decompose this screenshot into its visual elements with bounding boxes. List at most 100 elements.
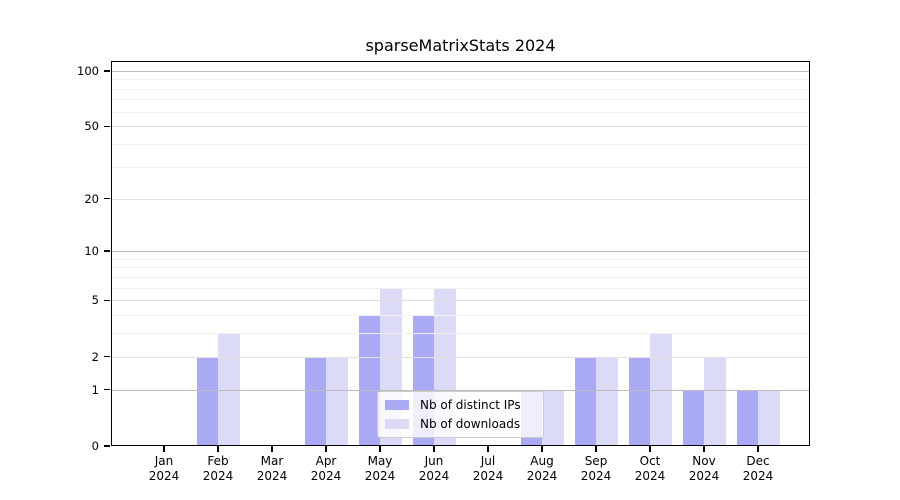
x-tick-year: 2024 [742, 469, 774, 483]
gridline-minor-4 [111, 315, 810, 317]
x-tick-month: Mar [260, 454, 284, 468]
y-tick-0 [104, 445, 110, 447]
gridline-100 [111, 70, 810, 72]
x-tick-month: Sep [584, 454, 608, 468]
y-tick-100 [104, 70, 110, 72]
x-tick-label-jun: Jun 2024 [402, 454, 466, 484]
x-tick-year: 2024 [634, 469, 666, 483]
bar-aug-downloads [542, 389, 564, 446]
x-tick-label-apr: Apr 2024 [294, 454, 358, 484]
x-tick-dec [757, 446, 759, 452]
gridline-minor-40 [111, 144, 810, 146]
x-tick-sep [595, 446, 597, 452]
x-tick-month: Apr [315, 454, 337, 468]
x-tick-year: 2024 [310, 469, 342, 483]
x-tick-month: Jun [424, 454, 444, 468]
legend-item-downloads: Nb of downloads [385, 415, 535, 434]
plot-area: 0 1 2 5 10 20 50 100 Jan 2024 Feb 2024 Mar 2024 Apr 202… [77, 61, 810, 483]
x-tick-month: Dec [746, 454, 770, 468]
y-tick-label-10: 10 [84, 244, 99, 259]
bar-oct-downloads [650, 333, 672, 446]
bar-dec-distinct-ips [736, 389, 758, 446]
y-tick-10 [104, 250, 110, 252]
y-tick-label-2: 2 [91, 349, 99, 364]
x-tick-label-feb: Feb 2024 [186, 454, 250, 484]
x-tick-mar [271, 446, 273, 452]
bar-sep-distinct-ips [574, 356, 596, 446]
x-tick-label-may: May 2024 [348, 454, 412, 484]
bar-sep-downloads [596, 356, 618, 446]
x-tick-year: 2024 [202, 469, 234, 483]
chart-title: sparseMatrixStats 2024 [365, 36, 556, 55]
bar-oct-distinct-ips [628, 356, 650, 446]
legend: Nb of distinct IPs Nb of downloads [377, 391, 544, 438]
x-tick-year: 2024 [256, 469, 288, 483]
gridline-50 [111, 126, 810, 128]
legend-swatch-downloads [385, 418, 409, 429]
gridline-minor-30 [111, 166, 810, 168]
y-tick-label-0: 0 [91, 439, 99, 453]
bar-feb-downloads [218, 333, 240, 446]
legend-label-downloads: Nb of downloads [420, 416, 521, 431]
x-tick-label-aug: Aug 2024 [510, 454, 574, 484]
x-tick-month: Aug [530, 454, 554, 468]
legend-swatch-distinct-ips [385, 400, 409, 411]
x-tick-label-jul: Jul 2024 [456, 454, 520, 484]
y-tick-50 [104, 125, 110, 128]
x-tick-jun [433, 446, 435, 452]
gridline-20 [111, 198, 810, 200]
x-tick-label-nov: Nov 2024 [672, 454, 736, 484]
x-tick-label-mar: Mar 2024 [240, 454, 304, 484]
x-tick-may [379, 446, 381, 452]
gridline-minor-70 [111, 99, 810, 101]
x-tick-label-jan: Jan 2024 [132, 454, 196, 484]
x-tick-year: 2024 [580, 469, 612, 483]
legend-item-distinct-ips: Nb of distinct IPs [385, 396, 535, 415]
y-tick-1 [104, 388, 110, 391]
bar-dec-downloads [758, 389, 780, 446]
legend-label-distinct-ips: Nb of distinct IPs [420, 398, 521, 413]
x-tick-aug [541, 446, 543, 452]
x-tick-month: Jul [480, 454, 496, 468]
y-tick-20 [104, 197, 110, 200]
bar-feb-distinct-ips [196, 356, 218, 446]
x-tick-oct [649, 446, 651, 452]
x-tick-year: 2024 [148, 469, 180, 483]
bar-apr-downloads [326, 356, 348, 446]
bar-may-distinct-ips [358, 315, 380, 446]
gridline-minor-8 [111, 267, 810, 269]
x-tick-jul [487, 446, 489, 452]
y-tick-label-1: 1 [91, 382, 99, 397]
x-tick-month: May [367, 454, 393, 468]
y-tick-label-100: 100 [77, 63, 99, 78]
x-tick-jan [163, 446, 165, 452]
x-tick-label-dec: Dec 2024 [726, 454, 790, 484]
y-tick-5 [104, 299, 110, 302]
x-tick-year: 2024 [472, 469, 504, 483]
x-tick-year: 2024 [418, 469, 450, 483]
x-tick-month: Oct [639, 454, 661, 468]
gridline-minor-90 [111, 79, 810, 81]
y-tick-label-20: 20 [84, 191, 99, 206]
gridline-minor-9 [111, 258, 810, 260]
gridline-minor-80 [111, 88, 810, 90]
x-tick-apr [325, 446, 327, 452]
y-tick-label-5: 5 [91, 293, 99, 308]
x-tick-feb [217, 446, 219, 452]
x-tick-month: Feb [207, 454, 229, 468]
x-tick-year: 2024 [688, 469, 720, 483]
gridline-minor-6 [111, 287, 810, 289]
x-tick-year: 2024 [364, 469, 396, 483]
gridline-minor-3 [111, 333, 810, 335]
gridline-5 [111, 300, 810, 302]
x-tick-nov [703, 446, 705, 452]
x-tick-label-sep: Sep 2024 [564, 454, 628, 484]
bar-nov-distinct-ips [682, 389, 704, 446]
y-tick-label-50: 50 [84, 119, 99, 134]
x-tick-month: Jan [154, 454, 174, 468]
x-tick-year: 2024 [526, 469, 558, 483]
gridline-minor-60 [111, 111, 810, 113]
bar-apr-distinct-ips [304, 356, 326, 446]
y-tick-2 [104, 355, 110, 358]
